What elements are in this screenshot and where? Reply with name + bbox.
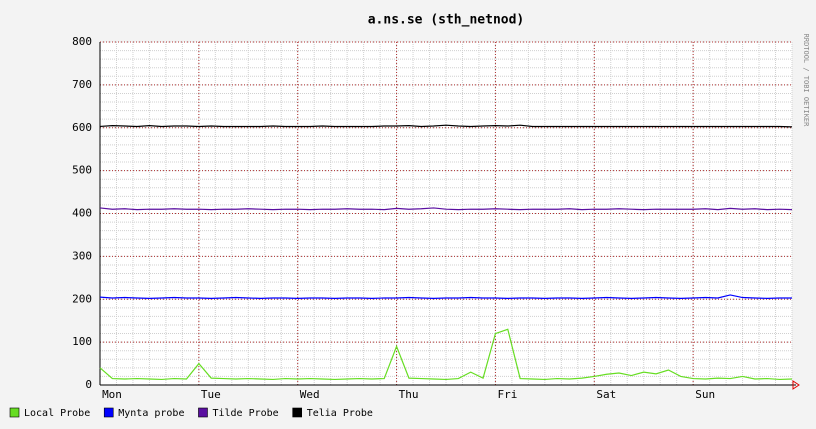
series-line: [99, 207, 793, 211]
legend-label: Mynta probe: [118, 408, 184, 419]
y-tick-label: 800: [72, 35, 92, 48]
x-tick-label: Mon: [102, 388, 122, 401]
legend-swatch: [103, 407, 114, 418]
axis-arrow: [792, 380, 800, 390]
chart-title: a.ns.se (sth_netnod): [368, 13, 525, 28]
y-tick-label: 200: [72, 292, 92, 305]
y-tick-label: 0: [85, 378, 92, 391]
y-tick-label: 100: [72, 335, 92, 348]
y-tick-label: 500: [72, 164, 92, 177]
series-line: [99, 124, 793, 128]
series-line: [99, 328, 793, 381]
side-label: RRDTOOL / TOBI OETIKER: [802, 34, 810, 128]
y-tick-label: 700: [72, 78, 92, 91]
legend-label: Local Probe: [24, 408, 90, 419]
x-tick-label: Thu: [399, 388, 419, 401]
legend-swatch: [198, 407, 208, 418]
y-tick-label: 600: [72, 121, 92, 134]
legend-swatch: [292, 407, 303, 418]
x-tick-label: Wed: [300, 388, 320, 401]
x-tick-label: Tue: [201, 388, 221, 401]
x-tick-label: Sun: [695, 388, 715, 401]
legend-label: Telia Probe: [307, 408, 373, 419]
legend-label: Tilde Probe: [212, 408, 278, 419]
y-tick-label: 400: [72, 207, 92, 220]
x-tick-label: Sat: [596, 388, 616, 401]
legend-swatch: [9, 407, 20, 418]
series-line: [99, 294, 792, 299]
y-tick-label: 300: [72, 249, 92, 262]
x-tick-label: Fri: [497, 388, 517, 401]
